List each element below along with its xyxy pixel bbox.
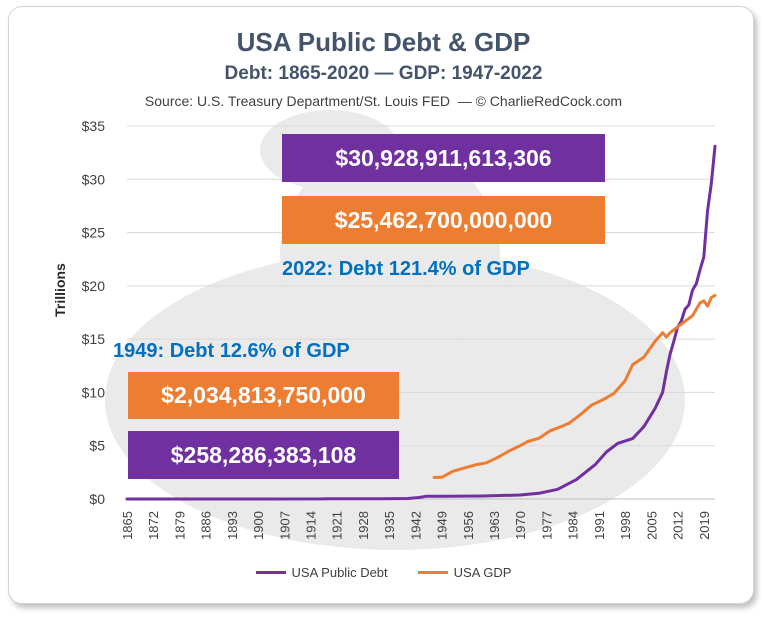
y-tick-label: $10 [82, 384, 106, 400]
x-tick-label: 1942 [408, 511, 423, 540]
x-tick-label: 1872 [146, 511, 161, 540]
y-tick-label: $30 [82, 171, 106, 187]
series-line-debt [125, 144, 717, 501]
series-line-gdp [432, 293, 717, 479]
annotation-gdp-2022: $25,462,700,000,000 [282, 196, 605, 244]
annotation-ratio-1949: 1949: Debt 12.6% of GDP [113, 340, 350, 362]
x-tick-label: 1914 [304, 511, 319, 540]
x-tick-label: 2019 [697, 511, 712, 540]
x-tick-label: 1907 [277, 511, 292, 540]
y-tick-label: $0 [89, 491, 105, 507]
legend-label-debt: USA Public Debt [291, 565, 388, 580]
x-tick-label: 2012 [671, 511, 686, 540]
legend-swatch-gdp [417, 571, 448, 574]
annotation-debt-1949: $258,286,383,108 [128, 431, 399, 479]
x-tick-label: 1886 [199, 511, 214, 540]
x-tick-label: 2005 [644, 511, 659, 540]
chart-title: USA Public Debt & GDP [236, 27, 531, 57]
x-tick-label: 1977 [539, 511, 554, 540]
x-tick-label: 1900 [251, 511, 266, 540]
x-tick-label: 1984 [566, 511, 581, 540]
chart-frame [8, 6, 754, 604]
legend-label-gdp: USA GDP [453, 565, 512, 580]
chart-source: Source: U.S. Treasury Department/St. Lou… [144, 93, 623, 109]
x-tick-label: 1970 [513, 511, 528, 540]
annotation-ratio-2022: 2022: Debt 121.4% of GDP [282, 258, 530, 280]
x-tick-label: 1935 [382, 511, 397, 540]
x-tick-label: 1956 [461, 511, 476, 540]
chart-legend: USA Public Debt USA GDP [0, 565, 767, 580]
x-tick-label: 1921 [330, 511, 345, 540]
y-tick-label: $20 [82, 278, 106, 294]
x-tick-label: 1879 [172, 511, 187, 540]
y-tick-label: $25 [82, 225, 106, 241]
x-tick-label: 1991 [592, 511, 607, 540]
x-tick-label: 1893 [225, 511, 240, 540]
annotation-gdp-1949: $2,034,813,750,000 [128, 372, 399, 419]
x-tick-label: 1998 [618, 511, 633, 540]
x-tick-label: 1949 [435, 511, 450, 540]
legend-item-gdp: USA GDP [417, 565, 512, 580]
x-tick-label: 1963 [487, 511, 502, 540]
legend-item-debt: USA Public Debt [255, 565, 388, 580]
y-tick-label: $5 [89, 438, 105, 454]
x-tick-label: 1928 [356, 511, 371, 540]
chart-subtitle: Debt: 1865-2020 — GDP: 1947-2022 [224, 63, 543, 84]
y-tick-label: $15 [82, 331, 106, 347]
y-tick-label: $35 [82, 118, 106, 134]
annotation-debt-2022: $30,928,911,613,306 [282, 134, 605, 182]
legend-swatch-debt [255, 571, 286, 574]
x-tick-label: 1865 [120, 511, 135, 540]
